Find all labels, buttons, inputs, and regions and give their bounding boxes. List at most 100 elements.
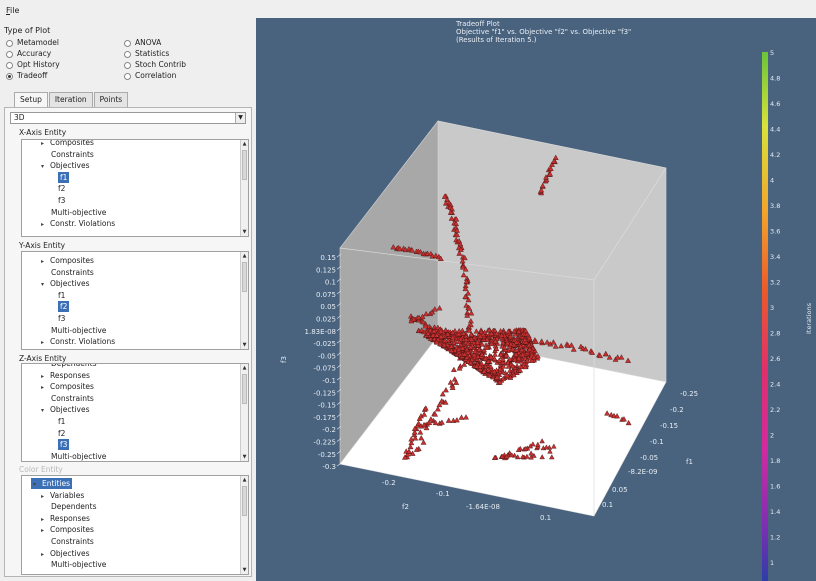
tree-item[interactable]: ▾ Objectives [41,278,89,289]
tree-item[interactable]: ▸ Composites [41,140,94,148]
tree-item[interactable]: Multi-objective [51,207,106,218]
radio-stoch-contrib[interactable]: Stoch Contrib [124,60,186,70]
tree-item[interactable]: f2 [58,428,65,439]
tree-item[interactable]: Dependents [51,364,97,369]
tree-item[interactable]: Multi-objective [51,451,106,461]
tree-item[interactable]: f3 [58,195,65,206]
caret-right-icon[interactable]: ▸ [41,258,45,265]
tree-item[interactable]: Multi-objective [51,325,106,336]
tree-item[interactable]: Dependents [51,501,97,512]
tree-item[interactable]: f2 [58,301,70,313]
caret-right-icon[interactable]: ▸ [41,527,45,535]
radio-statistics[interactable]: Statistics [124,49,169,59]
tree-item[interactable]: f1 [58,416,65,427]
data-point [438,397,445,404]
data-point [544,339,551,345]
caret-down-icon[interactable]: ▾ [33,481,37,488]
tree-item[interactable]: ▾ Entities [31,478,73,489]
dimension-select[interactable]: 3D ▼ [10,112,246,124]
data-point [523,445,529,451]
tree-item[interactable]: ▸ Responses [41,370,90,381]
scroll-up-icon[interactable]: ▲ [242,365,247,371]
scroll-up-icon[interactable]: ▲ [242,253,247,259]
data-point [462,266,469,272]
radio-metamodel[interactable]: Metamodel [6,38,59,48]
data-point [422,323,429,329]
z-tick: 0.15 [320,254,336,262]
tree-item[interactable]: Multi-objective [51,559,106,570]
scrollbar[interactable]: ▲ ▼ [240,364,248,461]
plot-area[interactable]: 0.15 0.125 0.1 0.075 0.05 0.025 1.83E-08 -0.025… [256,18,816,581]
scrollbar[interactable]: ▲ ▼ [240,252,248,349]
color-entity-tree: ▾ Entities ▸ Variables Dependents ▸ Responses ▸… [21,475,249,575]
scroll-down-icon[interactable]: ▼ [242,567,247,573]
caret-down-icon[interactable]: ▾ [41,407,45,415]
scroll-down-icon[interactable]: ▼ [242,229,247,235]
caret-right-icon[interactable]: ▸ [41,372,45,380]
radio-accuracy[interactable]: Accuracy [6,49,51,59]
scroll-thumb[interactable] [242,486,247,516]
caret-right-icon[interactable]: ▸ [41,221,45,229]
radio-opt-history[interactable]: Opt History [6,60,60,70]
tree-item[interactable]: Constraints [51,149,94,160]
tree-item[interactable]: Constraints [51,393,94,404]
tree-item[interactable]: ▾ Objectives [41,404,89,415]
tree-item[interactable]: ▾ Objectives [41,160,89,171]
caret-down-icon[interactable]: ▾ [41,163,45,171]
scroll-up-icon[interactable]: ▲ [242,477,247,483]
tree-item-label: Objectives [50,548,90,558]
file-mnemonic: F [6,6,11,15]
tree-item[interactable]: ▸ Objectives [41,548,89,559]
tree-item[interactable]: ▸ Composites [41,381,94,392]
tree-item[interactable]: Constraints [51,536,94,547]
tree-item[interactable]: ▸ Variables [41,490,84,501]
tree-item[interactable]: ▸ Responses [41,513,90,524]
radio-correlation[interactable]: Correlation [124,71,176,81]
tree-item[interactable]: ▸ Constr. Violations [41,218,115,229]
tree-item[interactable]: ▸ Constr. Violations [41,336,115,347]
tree-item[interactable]: Constraints [51,267,94,278]
tree-item-label: f3 [60,440,68,450]
tree-item[interactable]: f1 [58,171,70,183]
scrollbar[interactable]: ▲ ▼ [240,476,248,574]
caret-right-icon[interactable]: ▸ [41,140,45,147]
scroll-down-icon[interactable]: ▼ [242,342,247,348]
data-point [416,415,423,421]
tree-item[interactable]: f3 [58,439,70,451]
tradeoff-3d-plot[interactable]: 0.150.1250.10.0750.050.0251.83E-08-0.025… [256,18,816,581]
data-point [530,441,536,447]
caret-down-icon[interactable]: ▾ [41,281,45,289]
tree-item[interactable]: f1 [58,290,65,301]
radio-anova[interactable]: ANOVA [124,38,161,48]
data-point [454,231,461,238]
tab-iteration[interactable]: Iteration [48,92,93,108]
scroll-up-icon[interactable]: ▲ [242,141,247,147]
scroll-thumb[interactable] [242,262,247,292]
tree-item-label: Constr. Violations [50,219,116,229]
file-menu[interactable]: File [6,6,19,15]
data-point [492,351,498,357]
data-point [543,174,549,180]
x-axis-label: X-Axis Entity [19,128,67,137]
scroll-thumb[interactable] [242,150,247,180]
scroll-down-icon[interactable]: ▼ [242,454,247,460]
tree-item[interactable]: f3 [58,313,65,324]
tab-setup[interactable]: Setup [14,92,48,109]
tree-item[interactable]: f2 [58,183,65,194]
caret-right-icon[interactable]: ▸ [41,550,45,558]
scroll-thumb[interactable] [242,374,247,404]
data-point [390,244,397,250]
caret-right-icon[interactable]: ▸ [41,515,45,523]
data-point [462,285,469,292]
tree-item[interactable]: ▸ Composites [41,255,94,266]
caret-right-icon[interactable]: ▸ [41,339,45,347]
x-tick: -0.05 [640,454,658,462]
caret-right-icon[interactable]: ▸ [41,492,45,500]
data-point [597,352,604,359]
tree-item[interactable]: ▸ Composites [41,524,94,535]
caret-right-icon[interactable]: ▸ [41,384,45,392]
radio-tradeoff[interactable]: Tradeoff [6,71,47,81]
scrollbar[interactable]: ▲ ▼ [240,140,248,236]
file-menu-label: ile [10,6,20,15]
tab-points[interactable]: Points [93,92,129,108]
